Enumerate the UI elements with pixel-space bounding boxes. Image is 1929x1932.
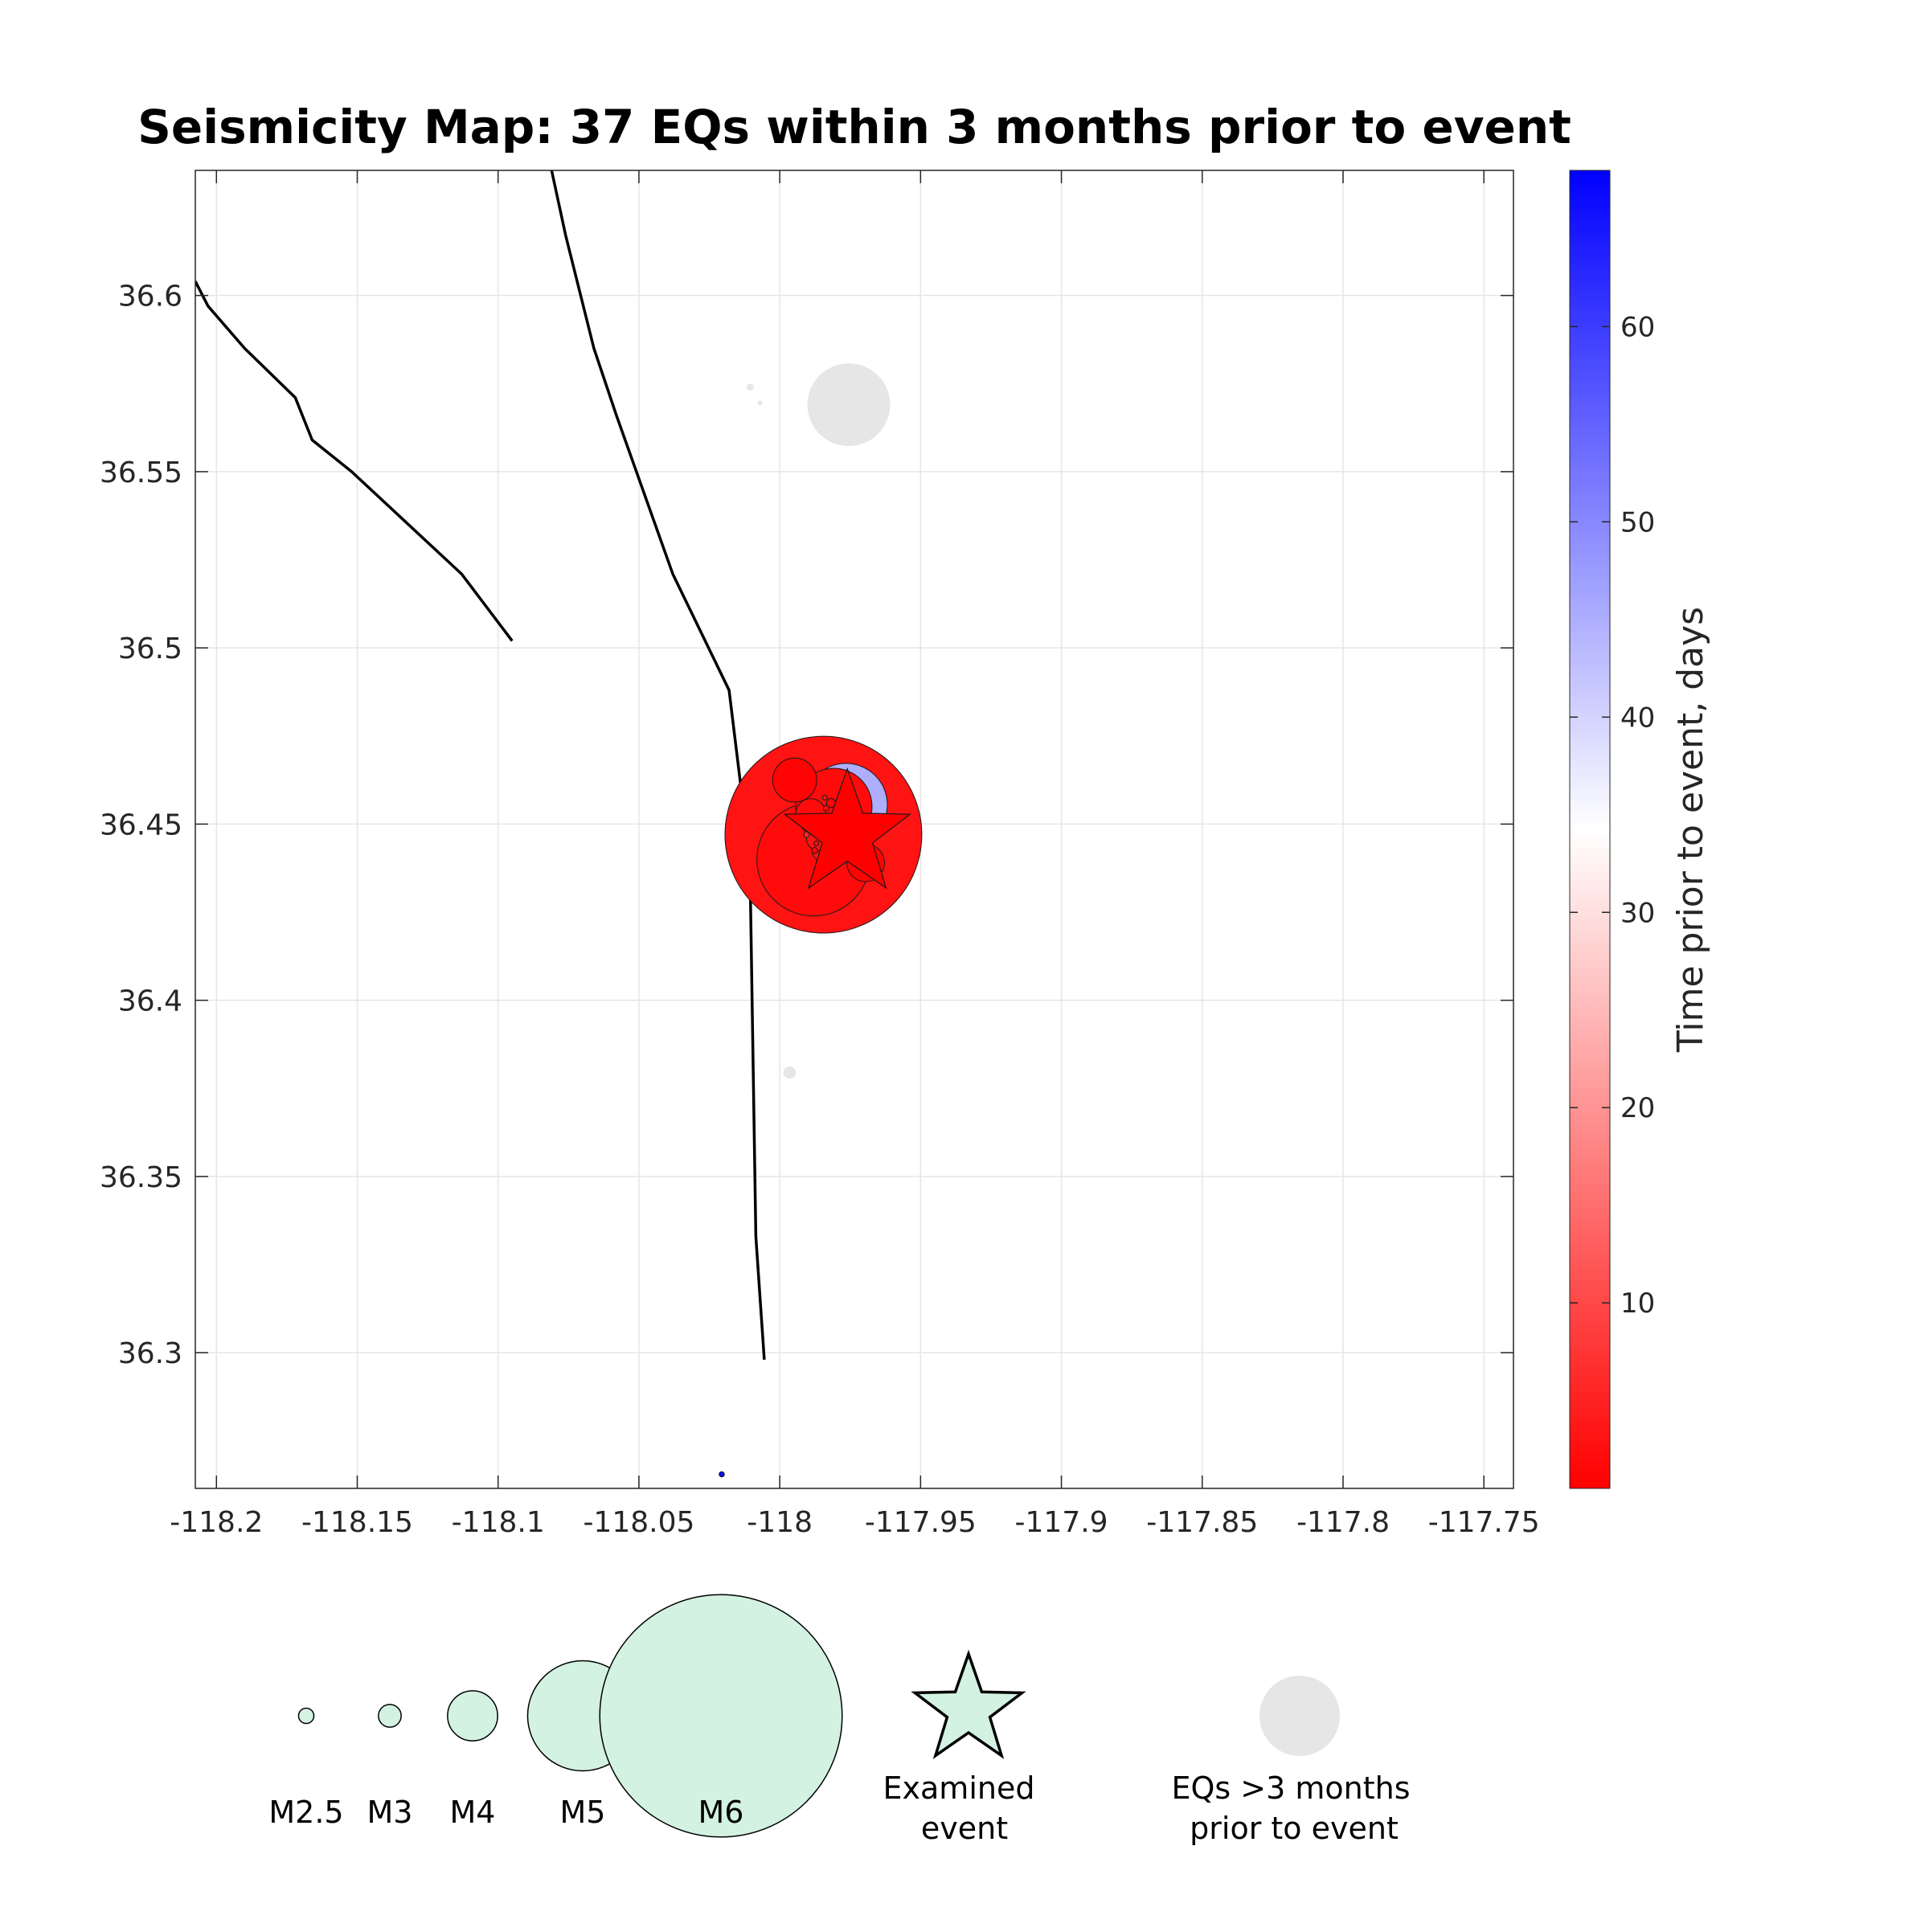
x-tick-label: -118.1 xyxy=(452,1506,545,1539)
fault-line xyxy=(195,280,514,642)
legend-label-examined-line1: Examined xyxy=(883,1770,1035,1806)
fault-lines xyxy=(195,170,766,1361)
x-tick-label: -118.15 xyxy=(301,1506,413,1539)
plot-area-frame xyxy=(195,170,1514,1489)
legend-label-older-line1: EQs >3 months xyxy=(1171,1770,1410,1806)
y-tick-label: 36.4 xyxy=(118,985,182,1018)
legend-magnitude-circle xyxy=(447,1690,498,1742)
legend-examined-star xyxy=(911,1649,1026,1759)
legend-label-examined-line2: event xyxy=(921,1811,1008,1846)
colorbar-tick-label: 40 xyxy=(1620,702,1655,734)
legend-magnitude-label: M6 xyxy=(698,1795,744,1830)
chart-title: Seismicity Map: 37 EQs within 3 months p… xyxy=(137,100,1571,154)
x-tick-label: -117.8 xyxy=(1296,1506,1390,1539)
y-tick-label: 36.6 xyxy=(118,280,182,313)
colorbar-label: Time prior to event, days xyxy=(1670,607,1711,1053)
older-event-marker xyxy=(757,400,763,406)
x-axis-tick-labels: -118.2 -118.15 -118.1 -118.05 -118 -117.95 -11… xyxy=(170,1506,1539,1539)
y-tick-label: 36.5 xyxy=(118,632,182,665)
y-tick-label: 36.3 xyxy=(118,1337,182,1370)
colorbar xyxy=(1569,170,1611,1489)
examined-event-star xyxy=(783,767,911,890)
fault-line xyxy=(550,170,766,1361)
legend-magnitude-label: M5 xyxy=(560,1795,606,1830)
older-event-marker xyxy=(807,363,891,447)
x-tick-label: -118.2 xyxy=(170,1506,263,1539)
legend-label-older-line2: prior to event xyxy=(1190,1811,1399,1846)
legend-magnitude-circle xyxy=(378,1704,402,1728)
older-event-marker xyxy=(843,379,871,407)
legend-magnitude-circle xyxy=(599,1594,843,1838)
legend: Examined event EQs >3 months prior to ev… xyxy=(268,1594,1411,1846)
earthquake-marker xyxy=(811,846,818,854)
legend-older-event-circle xyxy=(1259,1676,1340,1756)
x-tick-label: -118.05 xyxy=(583,1506,694,1539)
x-tick-label: -117.9 xyxy=(1015,1506,1108,1539)
earthquake-marker xyxy=(803,831,810,838)
colorbar-tick-label: 20 xyxy=(1620,1092,1655,1124)
x-tick-label: -117.85 xyxy=(1146,1506,1258,1539)
x-tick-label: -117.95 xyxy=(865,1506,977,1539)
y-tick-label: 36.55 xyxy=(100,456,182,489)
examined-event-layer xyxy=(783,767,911,890)
x-tick-label: -118 xyxy=(747,1506,813,1539)
axis-ticks xyxy=(195,170,1513,1488)
y-tick-label: 36.45 xyxy=(100,808,182,841)
legend-magnitude-label: M4 xyxy=(450,1795,496,1830)
colorbar-tick-label: 10 xyxy=(1620,1287,1655,1320)
older-event-marker xyxy=(783,1066,797,1079)
earthquake-marker xyxy=(719,1471,725,1478)
colorbar-tick-label: 30 xyxy=(1620,897,1655,929)
colorbar-ticks: 10 20 30 40 50 60 xyxy=(1570,311,1655,1320)
colorbar-tick-label: 50 xyxy=(1620,506,1655,538)
earthquake-marker xyxy=(813,841,820,847)
earthquake-marker xyxy=(772,757,817,803)
x-tick-label: -117.75 xyxy=(1428,1506,1540,1539)
earthquake-marker xyxy=(821,795,828,801)
earthquake-marker xyxy=(822,804,829,812)
older-events-layer xyxy=(746,363,891,1079)
legend-magnitude-label: M2.5 xyxy=(268,1795,343,1830)
older-event-marker xyxy=(746,383,754,391)
y-tick-label: 36.35 xyxy=(100,1161,182,1194)
legend-magnitude-label: M3 xyxy=(367,1795,413,1830)
colorbar-tick-label: 60 xyxy=(1620,311,1655,343)
legend-magnitude-circle xyxy=(297,1707,315,1725)
y-axis-tick-labels: 36.3 36.35 36.4 36.45 36.5 36.55 36.6 xyxy=(100,280,182,1371)
